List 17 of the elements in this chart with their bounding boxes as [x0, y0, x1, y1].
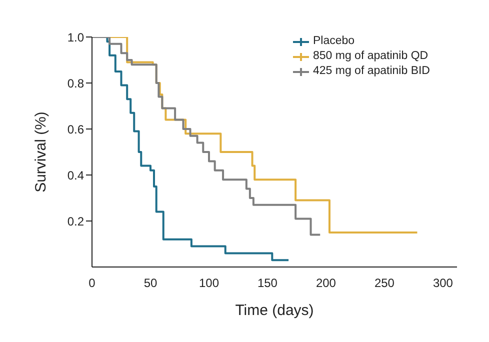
x-tick-label: 150 — [257, 276, 278, 290]
y-tick-label: 0.8 — [67, 76, 84, 90]
y-tick-label: 0.2 — [67, 214, 84, 228]
y-tick-label: 1.0 — [67, 30, 84, 44]
x-tick-label: 300 — [432, 276, 454, 290]
x-tick-label: 100 — [198, 276, 220, 290]
legend-label: Placebo — [313, 34, 355, 49]
x-tick-label: 0 — [88, 276, 96, 290]
y-tick-label: 0.4 — [67, 168, 84, 182]
legend-label: 425 mg of apatinib BID — [313, 64, 430, 79]
x-tick-label: 200 — [316, 276, 336, 290]
x-axis-title: Time (days) — [235, 302, 314, 319]
legend-label: 850 mg of apatinib QD — [313, 49, 428, 64]
x-tick-label: 50 — [144, 276, 158, 290]
y-tick-label: 0.6 — [67, 122, 84, 136]
y-axis-title: Survival (%) — [32, 112, 50, 192]
x-tick-label: 250 — [374, 276, 395, 290]
